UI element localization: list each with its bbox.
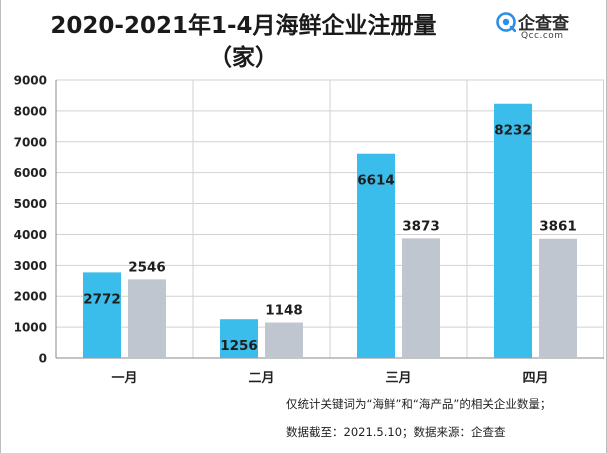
x-category-label: 四月 xyxy=(522,371,548,386)
data-label: 6614 xyxy=(357,173,395,189)
bar-series2-2 xyxy=(265,322,303,358)
y-tick-label: 6000 xyxy=(14,166,47,180)
y-tick-label: 5000 xyxy=(14,197,47,211)
data-label: 3861 xyxy=(539,219,577,235)
x-category-label: 三月 xyxy=(385,371,411,386)
x-category-label: 一月 xyxy=(111,371,137,386)
bar-series2-4 xyxy=(539,238,577,358)
y-tick-label: 4000 xyxy=(14,228,47,242)
y-tick-label: 3000 xyxy=(14,259,47,273)
data-label: 8232 xyxy=(494,123,532,139)
y-tick-label: 7000 xyxy=(14,135,47,149)
y-tick-label: 1000 xyxy=(14,321,47,335)
bar-series1-4 xyxy=(494,103,532,359)
frame-left-edge xyxy=(0,0,1,453)
data-label: 2772 xyxy=(83,291,121,307)
logo-name: 企查查 xyxy=(518,14,569,34)
y-tick-label: 0 xyxy=(39,352,47,366)
logo-domain: Qcc.com xyxy=(521,31,564,41)
footnote-scope: 仅统计关键词为“海鲜”和“海产品”的相关企业数量； xyxy=(286,397,552,411)
y-tick-label: 9000 xyxy=(14,74,47,88)
data-label: 2546 xyxy=(128,259,166,275)
x-category-label: 二月 xyxy=(248,371,274,386)
chart-title-unit: （家） xyxy=(209,45,278,71)
bar-series1-2 xyxy=(220,319,258,358)
data-label: 3873 xyxy=(402,218,440,234)
bar-series1-3 xyxy=(357,153,395,358)
data-label: 1256 xyxy=(220,338,258,354)
footnote-source: 数据截至：2021.5.10；数据来源：企查查 xyxy=(286,425,506,439)
bar-series1-1 xyxy=(83,272,121,358)
y-tick-label: 8000 xyxy=(14,104,47,118)
brand-logo: 企查查 Qcc.com xyxy=(496,10,604,46)
qcc-logo-icon xyxy=(496,12,516,32)
bar-series2-3 xyxy=(402,238,440,358)
bar-series2-1 xyxy=(128,279,166,358)
chart-title: 2020-2021年1-4月海鲜企业注册量 xyxy=(50,13,437,39)
y-tick-label: 2000 xyxy=(14,290,47,304)
data-label: 1148 xyxy=(265,303,303,319)
